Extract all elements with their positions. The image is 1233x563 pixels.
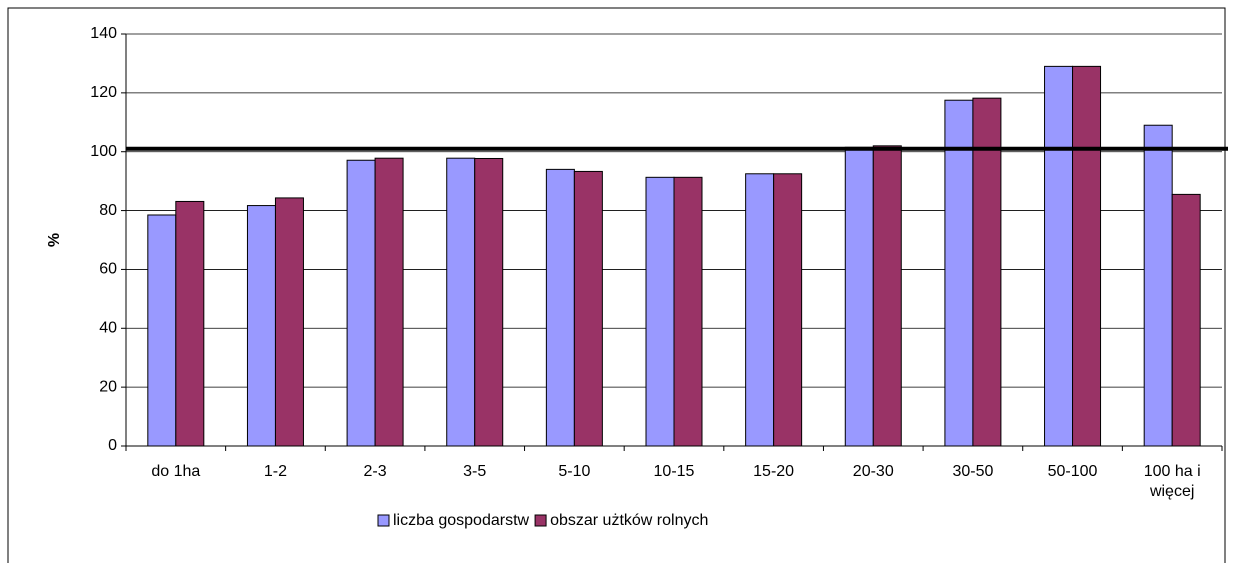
y-tick-label: 60 xyxy=(99,261,117,278)
bar xyxy=(745,173,775,447)
bar xyxy=(972,97,1002,447)
y-tick-label: 40 xyxy=(99,320,117,337)
bar xyxy=(844,146,874,447)
legend-swatch xyxy=(377,514,390,527)
y-tick-label: 20 xyxy=(99,378,117,395)
y-tick-label: 80 xyxy=(99,202,117,219)
bar xyxy=(147,214,177,447)
x-tick-label: do 1ha xyxy=(151,463,201,480)
x-tick-label: 10-15 xyxy=(653,463,695,480)
bar xyxy=(673,176,703,447)
bar xyxy=(446,157,476,447)
bar xyxy=(1143,124,1173,447)
y-tick-label: 140 xyxy=(90,25,117,42)
bar xyxy=(1171,193,1201,447)
x-tick-label: 1-2 xyxy=(263,463,288,480)
y-tick-label: 0 xyxy=(108,437,117,454)
bar xyxy=(872,145,902,447)
bar xyxy=(1044,65,1074,447)
bar xyxy=(274,197,304,447)
x-tick-label: 20-30 xyxy=(852,463,894,480)
x-tick-label: 100 ha i więcej xyxy=(1143,463,1201,500)
x-tick-label: 30-50 xyxy=(952,463,994,480)
bar xyxy=(545,168,575,447)
bar xyxy=(573,170,603,447)
y-axis-label: % xyxy=(46,233,63,247)
x-tick-label: 2-3 xyxy=(363,463,387,480)
legend-label: obszar użtków rolnych xyxy=(550,512,708,529)
chart-frame xyxy=(7,7,1226,563)
bar xyxy=(374,157,404,447)
bar xyxy=(346,159,376,447)
bar xyxy=(175,200,205,447)
bar xyxy=(944,99,974,447)
legend-swatch xyxy=(534,514,547,527)
x-tick-label: 3-5 xyxy=(463,463,487,480)
y-tick-label: 120 xyxy=(90,84,117,101)
bar xyxy=(773,173,803,447)
y-tick-label: 100 xyxy=(90,143,117,160)
bar xyxy=(474,157,504,447)
x-tick-label: 15-20 xyxy=(753,463,795,480)
legend-label: liczba gospodarstw xyxy=(393,512,530,529)
bar xyxy=(645,176,675,447)
x-tick-label: 5-10 xyxy=(558,463,591,480)
bar xyxy=(1072,65,1102,447)
x-tick-label: 50-100 xyxy=(1047,463,1098,480)
bar xyxy=(246,205,276,447)
